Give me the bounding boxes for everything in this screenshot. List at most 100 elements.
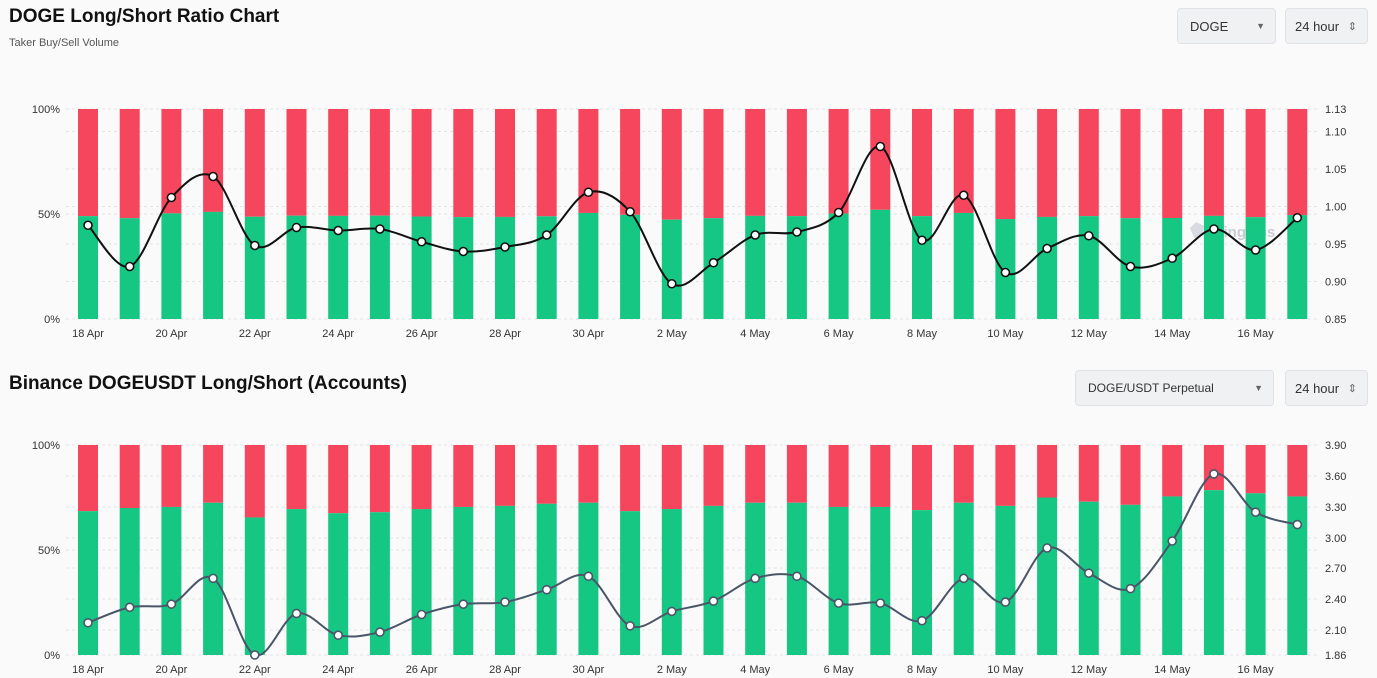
long-bar (1162, 496, 1183, 655)
ratio-point (1084, 568, 1094, 578)
y-right-tick-label: 0.85 (1325, 314, 1346, 326)
ratio-point (750, 230, 761, 240)
short-bar (161, 109, 182, 214)
short-bar (244, 109, 265, 217)
ratio-point (833, 598, 844, 608)
y-right-tick-label: 3.60 (1325, 471, 1346, 483)
coin-select-value: DOGE (1190, 18, 1229, 34)
y-left-tick-label: 50% (38, 545, 60, 557)
ratio-point (416, 236, 427, 247)
x-tick-label: 10 May (987, 328, 1024, 340)
long-bar (244, 216, 265, 319)
up-down-chevron-icon: ⇕ (1347, 382, 1357, 395)
ratio-point (792, 227, 802, 237)
ratio-point (1209, 224, 1219, 234)
x-tick-label: 14 May (1154, 664, 1191, 676)
short-bar (1162, 109, 1183, 218)
short-bar (1245, 109, 1266, 218)
long-bar (1203, 215, 1224, 319)
short-bar (369, 445, 390, 513)
ratio-point (625, 621, 635, 631)
short-bar (661, 109, 682, 220)
long-bar (953, 212, 974, 319)
ratio-point (333, 630, 344, 641)
short-bar (536, 109, 557, 217)
coinglass-logo-icon (1190, 222, 1204, 238)
long-bar (1037, 216, 1058, 319)
x-tick-label: 10 May (987, 664, 1024, 676)
x-tick-label: 20 Apr (155, 328, 187, 340)
interval-select-1-value: 24 hour (1295, 18, 1340, 34)
long-bar (620, 214, 641, 319)
x-tick-label: 16 May (1238, 664, 1275, 676)
pair-select[interactable]: DOGE/USDT Perpetual ▼ (1075, 370, 1274, 406)
short-bar (286, 109, 307, 216)
ratio-point (1125, 583, 1136, 594)
long-bar (78, 216, 98, 319)
coin-select[interactable]: DOGE ▼ (1177, 8, 1276, 44)
x-tick-label: 24 Apr (322, 328, 354, 340)
ratio-point (1042, 543, 1052, 553)
x-tick-label: 12 May (1071, 328, 1108, 340)
long-bar (661, 509, 682, 655)
long-bar (828, 506, 849, 655)
long-bar (1287, 496, 1308, 655)
ratio-point (1250, 507, 1261, 517)
short-bar (453, 109, 474, 218)
ratio-point (1292, 519, 1303, 530)
ratio-point (166, 192, 177, 203)
long-bar (1245, 493, 1266, 655)
pair-select-value: DOGE/USDT Perpetual (1088, 381, 1214, 395)
x-tick-label: 14 May (1154, 328, 1191, 340)
short-bar (620, 445, 641, 512)
x-tick-label: 24 Apr (322, 664, 354, 676)
long-bar (369, 215, 390, 319)
short-bar (953, 109, 974, 213)
chart2-title: Binance DOGEUSDT Long/Short (Accounts) (9, 373, 407, 394)
long-bar (703, 218, 724, 319)
ratio-point (666, 606, 677, 617)
long-bar (161, 213, 182, 319)
ratio-point (458, 246, 469, 257)
y-right-tick-label: 2.70 (1325, 563, 1346, 575)
y-left-tick-label: 0% (44, 650, 60, 662)
x-tick-label: 22 Apr (239, 664, 271, 676)
interval-select-1[interactable]: 24 hour ⇕ (1285, 8, 1368, 44)
y-right-tick-label: 0.95 (1325, 239, 1346, 251)
ratio-point (708, 596, 719, 606)
short-bar (119, 445, 140, 508)
x-tick-label: 28 Apr (489, 328, 521, 340)
long-bar (870, 506, 891, 655)
short-bar (119, 109, 140, 219)
long-bar (411, 509, 432, 655)
long-bar (786, 216, 807, 319)
ratio-point (792, 571, 802, 582)
long-bar (536, 503, 557, 655)
x-tick-label: 28 Apr (489, 664, 521, 676)
x-tick-label: 26 Apr (406, 328, 438, 340)
x-tick-label: 30 Apr (572, 664, 604, 676)
short-bar (870, 109, 891, 210)
x-tick-label: 2 May (657, 328, 687, 340)
x-tick-label: 8 May (907, 664, 937, 676)
short-bar (203, 109, 224, 212)
chart1-title: DOGE Long/Short Ratio Chart (9, 6, 280, 27)
ratio-point (750, 573, 761, 584)
interval-select-2-value: 24 hour (1295, 380, 1340, 396)
long-bar (286, 509, 307, 655)
long-bar (1203, 490, 1224, 655)
long-bar (703, 505, 724, 655)
x-tick-label: 6 May (824, 664, 854, 676)
ratio-point (375, 224, 385, 234)
interval-select-2[interactable]: 24 hour ⇕ (1285, 370, 1368, 406)
short-bar (1245, 445, 1266, 494)
ratio-point (583, 187, 594, 198)
x-tick-label: 18 Apr (72, 664, 104, 676)
ratio-point (208, 171, 218, 182)
ratio-point (1250, 245, 1261, 255)
long-bar (1245, 217, 1266, 319)
ratio-point (250, 650, 260, 660)
short-bar (78, 109, 98, 217)
